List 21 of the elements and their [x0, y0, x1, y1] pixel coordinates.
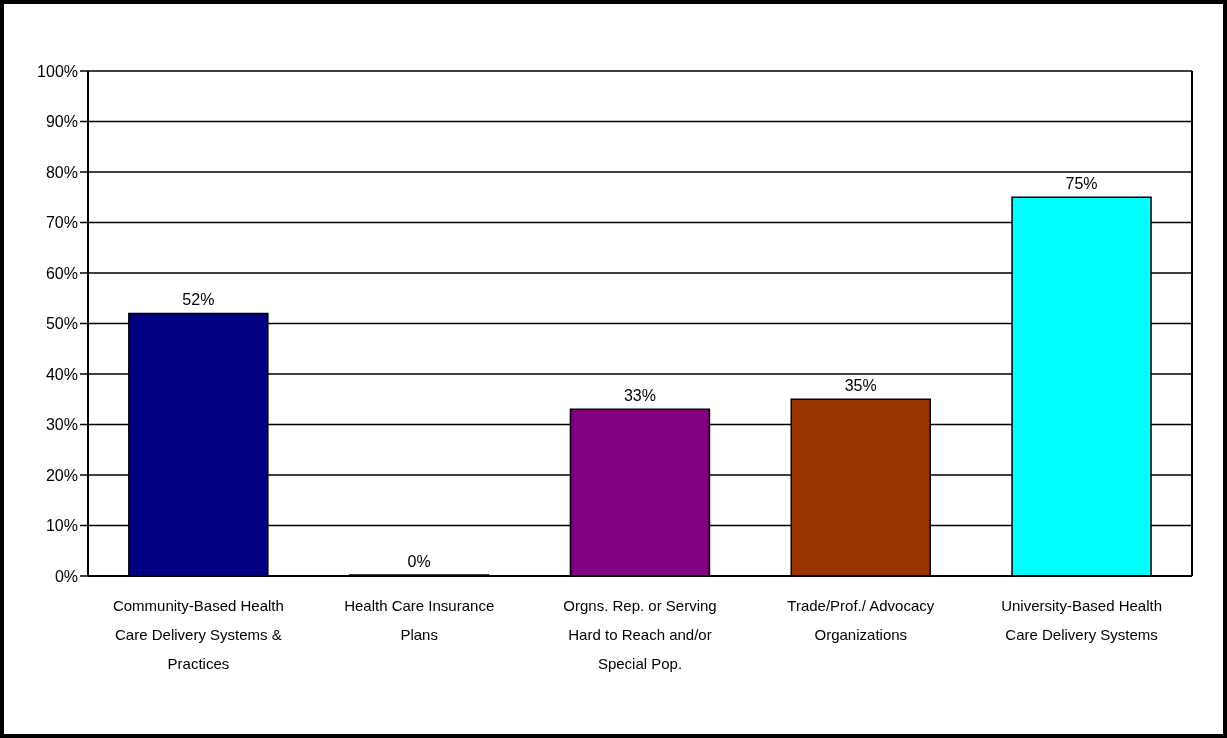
- y-tick-label: 0%: [54, 567, 78, 585]
- y-tick-label: 10%: [45, 517, 78, 535]
- x-tick-label: Health Care Insurance Plans: [344, 596, 495, 643]
- y-tick-label: 90%: [45, 113, 78, 131]
- y-tick-label: 40%: [45, 365, 78, 383]
- data-label: 52%: [182, 291, 215, 309]
- x-tick-label: Trade/Prof./ Advocacy Organizations: [787, 596, 935, 643]
- x-tick-label: Orgns. Rep. or Serving Hard to Reach and/or Special Pop.: [563, 596, 717, 672]
- x-tick-label: Community-Based Health Care Delivery Systems & Practices: [112, 596, 284, 672]
- y-tick-label: 70%: [45, 214, 78, 232]
- y-tick-label: 30%: [45, 416, 78, 434]
- y-tick-label: 80%: [45, 163, 78, 181]
- data-label: 0%: [407, 553, 431, 570]
- y-tick-label: 100%: [37, 62, 78, 80]
- data-label: 75%: [1065, 175, 1098, 193]
- y-tick-label: 60%: [45, 264, 78, 282]
- data-label: 33%: [623, 387, 656, 405]
- y-tick-label: 50%: [45, 315, 78, 333]
- data-label: 35%: [844, 377, 877, 395]
- y-tick-label: 20%: [45, 466, 78, 484]
- x-tick-label: University-Based Health Care Delivery Systems: [1001, 596, 1163, 643]
